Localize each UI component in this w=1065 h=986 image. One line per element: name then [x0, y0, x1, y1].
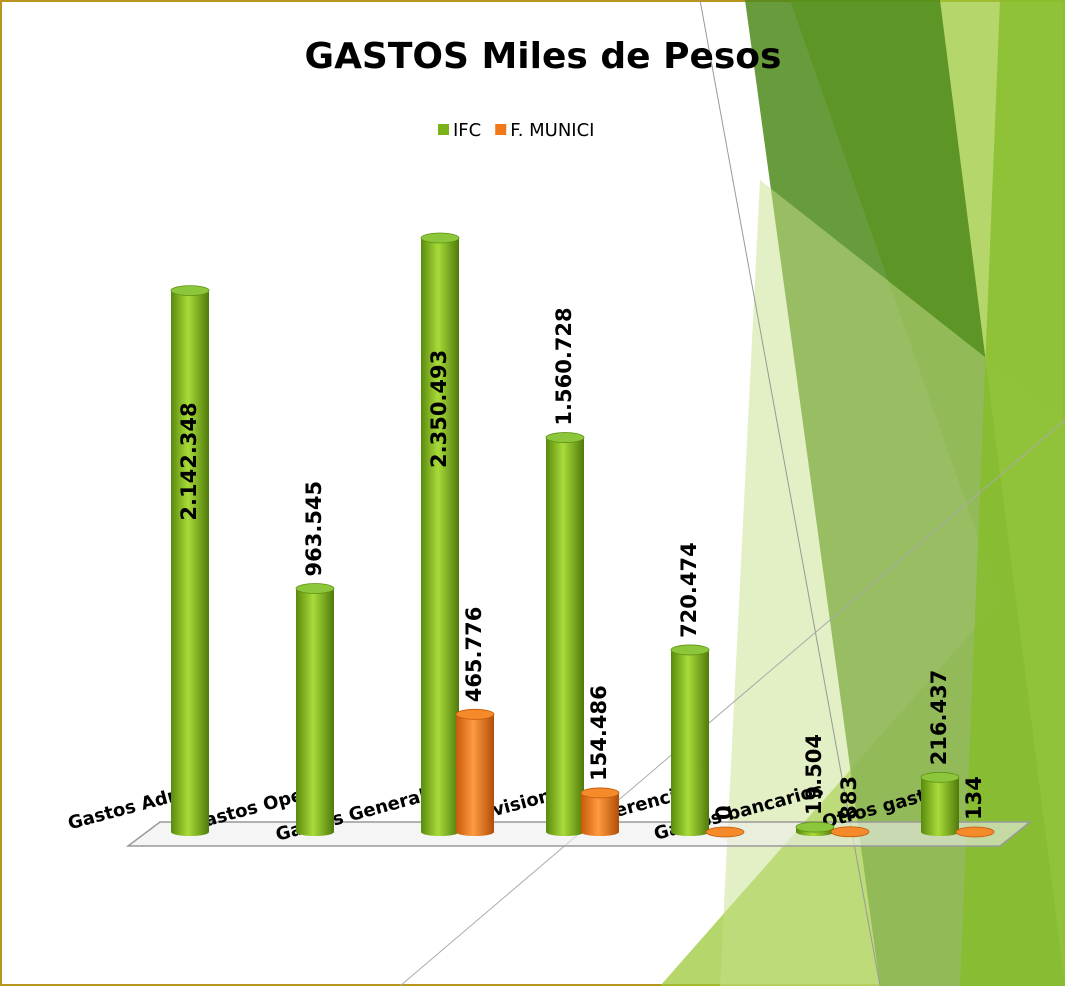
bar [456, 714, 494, 832]
legend-label: F. MUNICI [510, 120, 594, 141]
bar [581, 792, 619, 832]
bar [671, 649, 709, 832]
legend: IFC F. MUNICI [438, 120, 595, 141]
bar-base [671, 828, 709, 836]
value-label: 216.437 [927, 670, 951, 766]
decoration [399, 0, 1065, 986]
value-label: 883 [837, 776, 861, 820]
bar-base [581, 828, 619, 836]
bar-base [296, 828, 334, 836]
bar-top [580, 787, 620, 799]
value-label: 0 [712, 805, 736, 820]
value-label: 19.504 [802, 734, 826, 815]
bar-top [830, 826, 870, 838]
value-label: 154.486 [587, 685, 611, 781]
bar-top [545, 432, 585, 443]
value-label: 134 [962, 776, 986, 820]
bar-base [421, 828, 459, 836]
bar-base [456, 828, 494, 836]
legend-label: IFC [453, 120, 481, 141]
value-label: 2.142.348 [177, 402, 201, 520]
bar [296, 588, 334, 832]
bar-top [295, 583, 335, 594]
bar-top [670, 644, 710, 656]
value-label: 465.776 [462, 607, 486, 703]
legend-swatch [438, 124, 449, 135]
bar [421, 238, 459, 832]
bar-top [705, 826, 745, 838]
bar [921, 777, 959, 832]
bar [546, 437, 584, 832]
value-label: 1.560.728 [552, 307, 576, 425]
legend-swatch [495, 124, 507, 135]
bar-top [170, 285, 210, 297]
bar-base [546, 828, 584, 836]
value-label: 963.545 [302, 481, 326, 577]
bar-top [420, 232, 460, 244]
chart-title: GASTOS Miles de Pesos [305, 36, 782, 77]
value-label: 720.474 [677, 542, 701, 638]
bar-top [920, 771, 960, 783]
value-label: 2.350.493 [427, 350, 451, 468]
bar-top [955, 826, 995, 838]
bar-top [795, 821, 835, 833]
bar-base [921, 828, 959, 836]
bar-top [455, 708, 495, 720]
bar [171, 290, 209, 832]
bar-base [171, 828, 209, 836]
